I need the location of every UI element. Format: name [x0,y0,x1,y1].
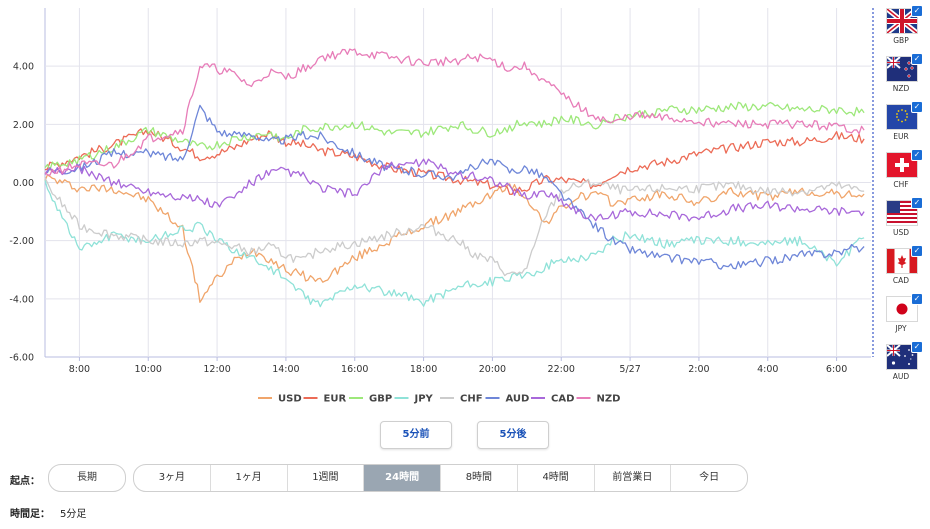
range-option-button[interactable]: 1ヶ月 [209,465,287,491]
series-line-gbp [44,101,865,171]
currency-toggle-eur[interactable]: ✓ EUR [886,101,923,148]
legend-label-cad[interactable]: CAD [551,394,574,405]
checkbox-checked-icon[interactable]: ✓ [911,197,923,209]
checkbox-checked-icon[interactable]: ✓ [911,293,923,305]
y-tick-label: -6.00 [9,353,34,364]
legend-label-jpy[interactable]: JPY [414,394,434,405]
range-option-button[interactable]: 今日 [670,465,747,491]
currency-label: EUR [893,132,909,141]
currency-toggle-usd[interactable]: ✓ USD [886,197,923,244]
us-flag-icon [886,200,918,226]
x-tick-label: 2:00 [688,364,709,375]
y-axis: 4.00 2.00 0.00 -2.00 -4.00 -6.00 [9,62,34,364]
currency-label: CHF [893,180,909,189]
currency-label: NZD [892,84,910,93]
series-line-nzd [44,48,865,176]
y-tick-label: -2.00 [9,236,34,247]
range-option-button[interactable]: 8時間 [440,465,517,491]
prev-5min-button[interactable]: 5分前 [380,421,452,449]
y-tick-label: 4.00 [13,62,34,73]
checkbox-checked-icon[interactable]: ✓ [911,5,923,17]
legend-label-aud[interactable]: AUD [506,394,530,405]
next-5min-button[interactable]: 5分後 [477,421,549,449]
x-tick-label: 12:00 [203,364,230,375]
ch-flag-icon [886,152,918,178]
x-tick-label: 5/27 [619,364,640,375]
range-selector: 3ヶ月 1ヶ月 1週間 24時間 8時間 4時間 前営業日 今日 [133,464,748,492]
chart: 4.00 2.00 0.00 -2.00 -4.00 -6.00 8:00 10:00 12:… [9,8,874,405]
range-option-button[interactable]: 前営業日 [593,465,671,491]
currency-toggle-chf[interactable]: ✓ CHF [886,149,923,196]
legend-label-chf[interactable]: CHF [460,394,483,405]
legend-label-eur[interactable]: EUR [324,394,347,405]
x-tick-label: 16:00 [341,364,368,375]
long-term-button[interactable]: 長期 [48,464,126,492]
checkbox-checked-icon[interactable]: ✓ [911,53,923,65]
checkbox-checked-icon[interactable]: ✓ [911,341,923,353]
timeframe-value: 5分足 [60,509,87,520]
y-tick-label: 2.00 [13,120,34,131]
legend-label-nzd[interactable]: NZD [597,394,621,405]
legend-label-gbp[interactable]: GBP [369,394,392,405]
range-option-button[interactable]: 4時間 [516,465,594,491]
currency-label: JPY [895,324,907,333]
x-tick-label: 4:00 [757,364,778,375]
x-tick-label: 6:00 [826,364,847,375]
currency-label: USD [892,228,910,237]
range-option-button[interactable]: 1週間 [286,465,364,491]
grid [44,8,874,358]
y-tick-label: 0.00 [13,178,34,189]
currency-panel: ✓ GBP ✓ NZD ✓ EUR ✓ CHF ✓ USD ✓ CAD ✓ JPY ✓ AUD [874,5,930,383]
au-flag-icon [886,344,918,370]
currency-label: CAD [892,276,910,285]
timeframe-label: 時間足： [10,509,50,520]
checkbox-checked-icon[interactable]: ✓ [911,245,923,257]
currency-toggle-jpy[interactable]: ✓ JPY [886,293,923,340]
currency-toggle-gbp[interactable]: ✓ GBP [886,5,923,52]
series-lines [44,48,865,308]
currency-toggle-nzd[interactable]: ✓ NZD [886,53,923,100]
x-tick-label: 8:00 [69,364,90,375]
series-line-chf [44,177,865,277]
checkbox-checked-icon[interactable]: ✓ [911,101,923,113]
series-line-cad [44,158,865,222]
nz-flag-icon [886,56,918,82]
checkbox-checked-icon[interactable]: ✓ [911,149,923,161]
origin-label: 起点： [10,476,40,487]
range-option-button[interactable]: 24時間 [363,465,440,491]
currency-label: AUD [892,372,910,381]
currency-label: GBP [893,36,909,45]
x-tick-label: 20:00 [479,364,506,375]
x-tick-label: 10:00 [135,364,162,375]
legend-label-usd[interactable]: USD [278,394,302,405]
x-axis: 8:00 10:00 12:00 14:00 16:00 18:00 20:00 22:00 5… [69,357,847,375]
range-option-button[interactable]: 3ヶ月 [158,472,186,483]
currency-toggle-aud[interactable]: ✓ AUD [886,341,923,388]
ca-flag-icon [886,248,918,274]
series-line-aud [44,104,865,270]
series-line-eur [44,128,865,195]
y-tick-label: -4.00 [9,294,34,305]
series-line-jpy [44,180,865,308]
legend: USD EUR GBP JPY CHF AUD CAD NZD [258,394,620,405]
currency-toggle-cad[interactable]: ✓ CAD [886,245,923,292]
x-tick-label: 18:00 [410,364,437,375]
timeframe-info: 時間足： 5分足 [10,505,86,520]
x-tick-label: 22:00 [548,364,575,375]
x-tick-label: 14:00 [272,364,299,375]
